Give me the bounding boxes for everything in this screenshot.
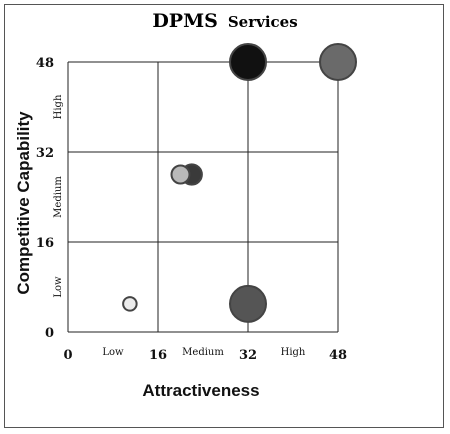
y-band-label-2: High: [53, 94, 64, 119]
chart-bands: Low Medium High Low Medium High: [53, 94, 306, 358]
x-band-label-1: Medium: [182, 347, 224, 358]
bubble-1: [319, 43, 357, 81]
chart-frame: [4, 4, 444, 428]
x-tick-label-2: 32: [239, 348, 257, 363]
y-band-label-0: Low: [53, 276, 64, 298]
y-tick-label-1: 16: [36, 236, 54, 251]
y-axis-label: Competitive Capability: [14, 111, 33, 295]
chart-points: [122, 43, 357, 323]
y-band-label-1: Medium: [53, 176, 64, 218]
bubble-0: [229, 43, 267, 81]
y-tick-label-3: 48: [36, 56, 54, 71]
chart-title-main: DPMS: [152, 10, 218, 32]
x-axis-label: Attractiveness: [142, 381, 259, 400]
chart-title-sub: Services: [228, 13, 298, 31]
chart-title: DPMS Services: [152, 10, 297, 32]
x-band-label-2: High: [281, 347, 306, 358]
y-tick-label-2: 32: [36, 146, 54, 161]
bubble-5: [122, 296, 138, 312]
x-band-label-0: Low: [102, 347, 124, 358]
x-tick-label-1: 16: [149, 348, 167, 363]
x-tick-label-3: 48: [329, 348, 347, 363]
bubble-3: [170, 164, 191, 185]
bubble-4: [229, 284, 267, 323]
chart-grid: [67, 61, 339, 333]
x-tick-label-0: 0: [63, 348, 72, 363]
y-tick-label-0: 0: [45, 326, 54, 341]
chart-ticks: 0 16 32 48 0 16 32 48: [36, 56, 347, 363]
